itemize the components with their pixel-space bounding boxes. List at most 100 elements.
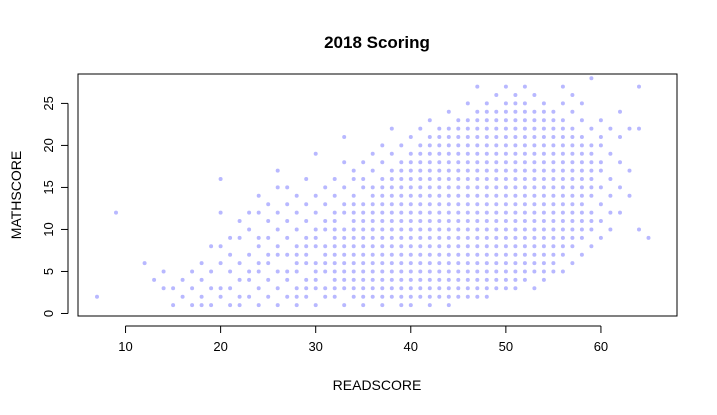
data-point <box>351 177 356 181</box>
data-point <box>465 235 470 240</box>
data-point <box>247 210 252 215</box>
data-point <box>256 269 261 274</box>
data-point <box>456 210 461 215</box>
data-point <box>361 303 366 308</box>
data-point <box>551 227 556 232</box>
data-point <box>313 303 318 308</box>
data-point <box>199 261 204 266</box>
data-point <box>418 252 423 257</box>
data-point <box>389 294 394 299</box>
data-point <box>494 135 499 139</box>
data-point <box>313 151 318 156</box>
data-point <box>361 294 366 299</box>
data-point <box>465 202 470 207</box>
data-point <box>513 219 518 223</box>
data-point <box>380 177 385 181</box>
data-point <box>380 235 385 240</box>
data-point <box>408 261 413 266</box>
data-point <box>456 244 461 249</box>
data-point <box>541 235 546 240</box>
data-point <box>418 294 423 299</box>
data-point <box>361 202 366 207</box>
data-point <box>484 177 489 181</box>
data-point <box>570 185 575 190</box>
data-point <box>437 261 442 266</box>
data-point <box>361 227 366 232</box>
data-point <box>361 177 366 181</box>
data-point <box>370 286 375 291</box>
data-point <box>247 277 252 282</box>
data-point <box>266 294 271 299</box>
data-point <box>446 227 451 232</box>
data-point <box>446 294 451 299</box>
data-point <box>275 286 280 291</box>
data-point <box>503 261 508 266</box>
data-point <box>532 244 537 249</box>
data-point <box>351 286 356 291</box>
y-axis: 0 5 10 15 20 25 <box>41 96 69 317</box>
data-point <box>484 227 489 232</box>
data-point <box>180 277 185 282</box>
data-point <box>627 126 632 131</box>
data-point <box>475 185 480 190</box>
data-point <box>389 269 394 274</box>
data-point <box>437 277 442 282</box>
data-point <box>465 185 470 190</box>
data-point <box>446 210 451 215</box>
data-point <box>484 168 489 173</box>
data-point <box>570 93 575 97</box>
data-point <box>285 252 290 257</box>
data-point <box>475 252 480 257</box>
data-point <box>541 160 546 165</box>
data-point <box>475 277 480 282</box>
data-point <box>484 151 489 156</box>
data-point <box>95 294 99 299</box>
data-point <box>579 227 584 232</box>
data-point <box>370 202 375 207</box>
data-point <box>494 286 499 291</box>
data-point <box>465 126 470 131</box>
data-point <box>522 84 527 89</box>
data-point <box>475 261 480 266</box>
data-point <box>437 227 442 232</box>
data-point <box>446 202 451 207</box>
x-tick-label: 30 <box>308 339 322 354</box>
data-point <box>427 269 432 274</box>
data-point <box>551 219 556 223</box>
data-point <box>380 219 385 223</box>
data-point <box>484 126 489 131</box>
data-point <box>560 118 565 123</box>
data-point <box>399 277 404 282</box>
data-point <box>370 244 375 249</box>
data-point <box>637 84 641 89</box>
data-point <box>456 202 461 207</box>
data-point <box>532 261 537 266</box>
data-point <box>294 210 299 215</box>
data-point <box>361 277 366 282</box>
data-point <box>541 210 546 215</box>
data-point <box>304 219 309 223</box>
data-point <box>427 294 432 299</box>
data-point <box>503 126 508 131</box>
data-point <box>304 177 309 181</box>
data-point <box>484 143 489 148</box>
data-point <box>618 135 622 139</box>
data-point <box>437 193 442 198</box>
data-point <box>532 235 537 240</box>
data-point <box>513 210 518 215</box>
data-point <box>465 151 470 156</box>
data-point <box>598 185 603 190</box>
data-point <box>465 168 470 173</box>
data-point <box>522 143 527 148</box>
data-point <box>513 135 518 139</box>
data-point <box>513 118 518 123</box>
data-point <box>323 252 328 257</box>
data-point <box>589 168 594 173</box>
data-point <box>456 261 461 266</box>
data-point <box>228 235 233 240</box>
data-point <box>380 185 385 190</box>
data-point <box>465 261 470 266</box>
data-point <box>522 210 527 215</box>
data-point <box>560 185 565 190</box>
data-point <box>389 177 394 181</box>
